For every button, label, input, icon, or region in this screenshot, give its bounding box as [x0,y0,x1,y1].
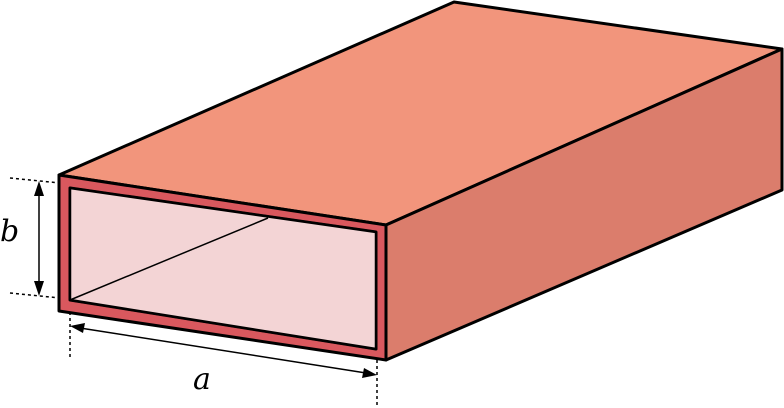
width-arrow-right [362,368,377,378]
width-dimension: a [69,312,378,408]
height-label: b [0,214,19,249]
height-arrow-up [34,181,44,196]
width-dimension-line [79,327,367,374]
width-arrow-left [70,323,85,333]
height-extension-line-bottom [9,292,61,299]
width-label: a [193,362,211,397]
height-dimension: b [0,177,61,299]
height-extension-line-top [9,177,61,184]
waveguide-interior [68,186,378,351]
height-arrow-down [34,281,44,296]
interior-perspective-line [69,217,269,301]
